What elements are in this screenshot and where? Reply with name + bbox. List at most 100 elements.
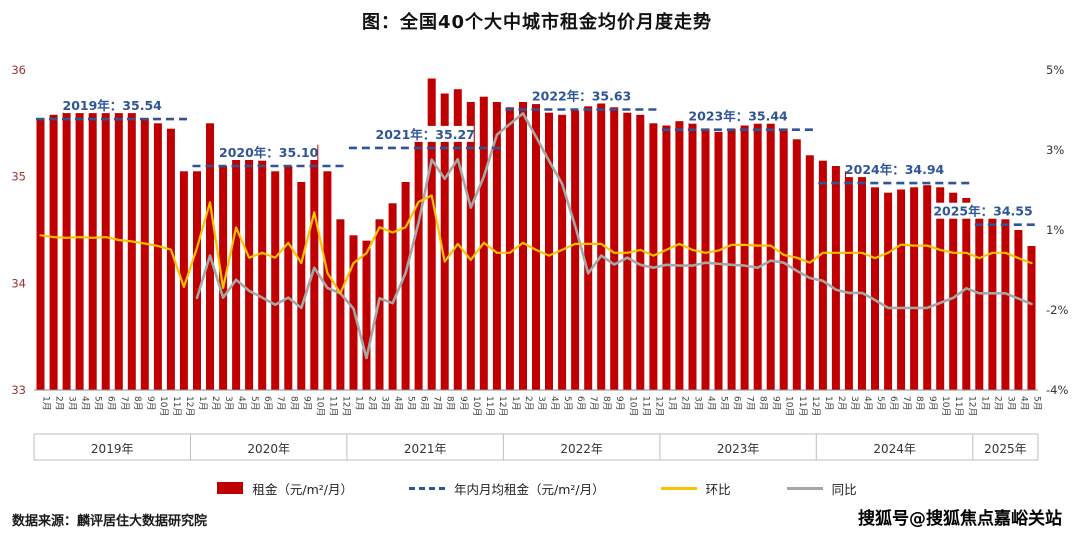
svg-text:1%: 1% <box>1046 223 1064 237</box>
svg-text:6月: 6月 <box>888 396 899 411</box>
svg-text:8月: 8月 <box>288 396 299 411</box>
svg-text:12月: 12月 <box>340 396 351 416</box>
legend-yoy-label: 同比 <box>831 481 857 497</box>
svg-text:5月: 5月 <box>93 396 104 411</box>
svg-text:6月: 6月 <box>732 396 743 411</box>
svg-text:6月: 6月 <box>575 396 586 411</box>
svg-text:5月: 5月 <box>562 396 573 411</box>
svg-text:5月: 5月 <box>875 396 886 411</box>
svg-text:1月: 1月 <box>666 396 677 411</box>
svg-text:2024年: 2024年 <box>873 442 916 456</box>
svg-text:12月: 12月 <box>810 396 821 416</box>
svg-text:2024年：34.94: 2024年：34.94 <box>845 162 945 177</box>
svg-text:9月: 9月 <box>771 396 782 411</box>
legend-item-avg: 年内月均租金（元/m²/月） <box>408 479 605 498</box>
svg-text:12月: 12月 <box>497 396 508 416</box>
svg-text:5月: 5月 <box>719 396 730 411</box>
svg-text:10月: 10月 <box>784 396 795 416</box>
right-axis-labels: 5% 3% 1% -2% -4% <box>1046 63 1068 397</box>
svg-text:11月: 11月 <box>327 396 338 416</box>
legend-item-mom: 环比 <box>660 479 731 498</box>
svg-text:7月: 7月 <box>901 396 912 411</box>
svg-text:2月: 2月 <box>54 396 65 411</box>
svg-text:3月: 3月 <box>380 396 391 411</box>
svg-text:2月: 2月 <box>836 396 847 411</box>
svg-text:10月: 10月 <box>627 396 638 416</box>
svg-text:35: 35 <box>11 170 26 184</box>
svg-text:4月: 4月 <box>706 396 717 411</box>
svg-text:2021年: 2021年 <box>404 442 447 456</box>
legend-mom-label: 环比 <box>705 481 731 497</box>
svg-text:2月: 2月 <box>992 396 1003 411</box>
svg-text:9月: 9月 <box>145 396 156 411</box>
svg-text:2月: 2月 <box>210 396 221 411</box>
yearly-average-lines: 2019年：35.54 2020年：35.10 2021年：35.27 2022年：3… <box>36 87 1036 226</box>
axis-frame <box>33 389 1039 461</box>
svg-text:11月: 11月 <box>171 396 182 416</box>
chart-footer: 数据来源：麟评居住大数据研究院 搜狐号@搜狐焦点嘉峪关站 <box>0 502 1074 529</box>
svg-text:2019年: 2019年 <box>91 442 134 456</box>
svg-text:8月: 8月 <box>445 396 456 411</box>
svg-text:10月: 10月 <box>158 396 169 416</box>
svg-text:5月: 5月 <box>406 396 417 411</box>
svg-text:12月: 12月 <box>653 396 664 416</box>
chart-title: 图：全国40个大中城市租金均价月度走势 <box>361 12 713 33</box>
svg-text:7月: 7月 <box>745 396 756 411</box>
svg-text:3%: 3% <box>1046 143 1064 157</box>
svg-text:1月: 1月 <box>979 396 990 411</box>
svg-text:12月: 12月 <box>184 396 195 416</box>
legend-item-yoy: 同比 <box>786 479 857 498</box>
svg-text:2019年：35.54: 2019年：35.54 <box>63 98 163 113</box>
svg-text:11月: 11月 <box>797 396 808 416</box>
svg-text:3月: 3月 <box>693 396 704 411</box>
svg-text:9月: 9月 <box>301 396 312 411</box>
svg-text:5%: 5% <box>1046 63 1064 77</box>
svg-text:12月: 12月 <box>966 396 977 416</box>
svg-text:2022年：35.63: 2022年：35.63 <box>532 89 631 104</box>
svg-text:1月: 1月 <box>41 396 52 411</box>
svg-text:2月: 2月 <box>523 396 534 411</box>
svg-text:6月: 6月 <box>419 396 430 411</box>
svg-text:7月: 7月 <box>275 396 286 411</box>
svg-text:7月: 7月 <box>588 396 599 411</box>
yoy-line <box>195 112 1033 360</box>
svg-text:2023年：35.44: 2023年：35.44 <box>688 109 788 124</box>
svg-text:5月: 5月 <box>1032 396 1043 411</box>
svg-text:4月: 4月 <box>1018 396 1029 411</box>
svg-text:3月: 3月 <box>223 396 234 411</box>
svg-text:9月: 9月 <box>614 396 625 411</box>
rent-bars <box>36 78 1036 391</box>
svg-text:3月: 3月 <box>1005 396 1016 411</box>
month-labels: 1月 2月 3月 4月 5月 6月 7月 8月 9月 10月 11月 12月 1月 2月 3月 4月 5月 6月 7… <box>41 396 1043 416</box>
chart-legend: 租金（元/m²/月） 年内月均租金（元/m²/月） 环比 同比 <box>0 474 1074 502</box>
svg-text:3月: 3月 <box>67 396 78 411</box>
svg-text:4月: 4月 <box>80 396 91 411</box>
data-source-note: 数据来源：麟评居住大数据研究院 <box>12 514 208 529</box>
left-axis-labels: 36 35 34 33 <box>11 63 26 397</box>
svg-text:9月: 9月 <box>927 396 938 411</box>
svg-text:2021年：35.27: 2021年：35.27 <box>376 127 475 142</box>
svg-text:8月: 8月 <box>601 396 612 411</box>
svg-text:4月: 4月 <box>549 396 560 411</box>
svg-text:7月: 7月 <box>119 396 130 411</box>
svg-text:2月: 2月 <box>679 396 690 411</box>
yoy-series-swatch-icon <box>786 486 823 490</box>
svg-text:6月: 6月 <box>262 396 273 411</box>
svg-text:3月: 3月 <box>849 396 860 411</box>
svg-text:2025年: 2025年 <box>984 442 1027 456</box>
mom-line <box>39 194 1033 295</box>
svg-text:4月: 4月 <box>393 396 404 411</box>
svg-text:2025年：34.55: 2025年：34.55 <box>933 204 1032 219</box>
svg-text:4月: 4月 <box>862 396 873 411</box>
svg-text:6月: 6月 <box>106 396 117 411</box>
svg-text:1月: 1月 <box>823 396 834 411</box>
legend-rent-label: 租金（元/m²/月） <box>252 481 353 497</box>
svg-text:5月: 5月 <box>249 396 260 411</box>
svg-text:11月: 11月 <box>953 396 964 416</box>
legend-item-rent: 租金（元/m²/月） <box>217 479 353 498</box>
sohu-watermark: 搜狐号@搜狐焦点嘉峪关站 <box>858 509 1062 529</box>
svg-text:2020年：35.10: 2020年：35.10 <box>219 145 319 160</box>
svg-text:2020年: 2020年 <box>247 442 290 456</box>
year-labels: 2019年 2020年 2021年 2022年 2023年 2024年 2025年 <box>91 442 1027 456</box>
